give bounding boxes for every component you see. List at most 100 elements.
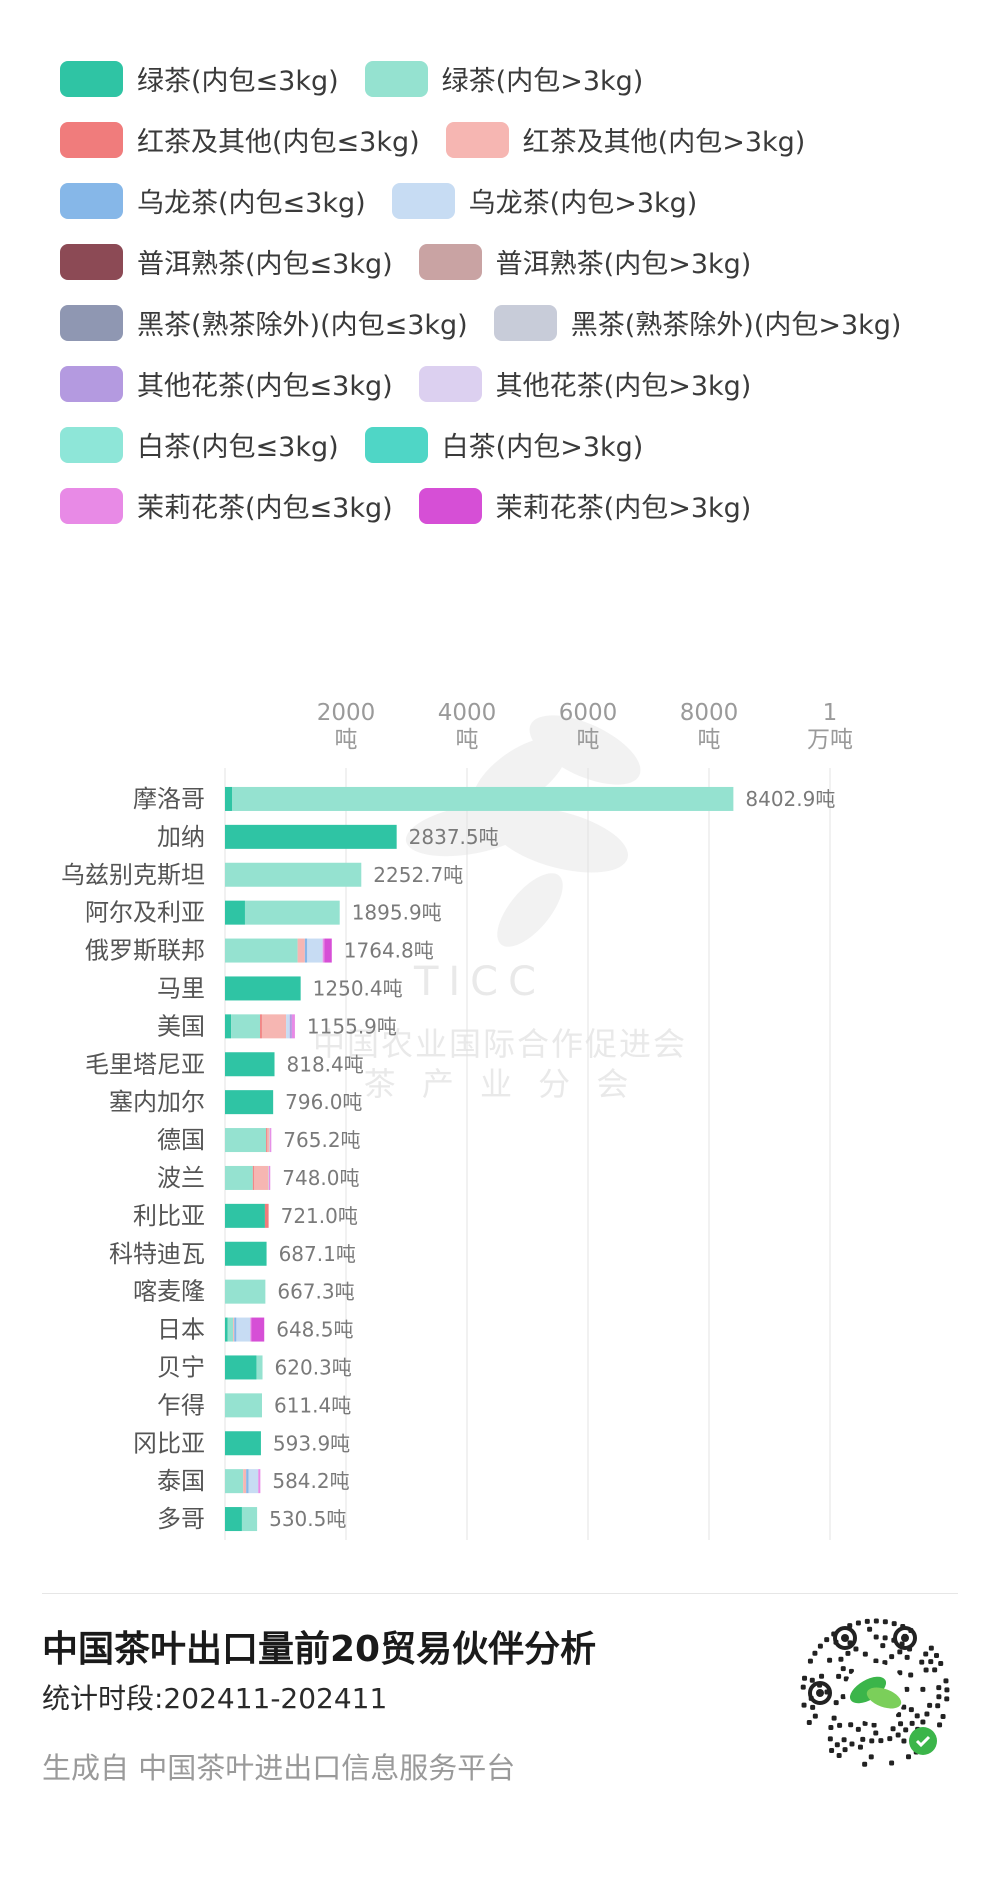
qr-dot bbox=[903, 1727, 909, 1733]
legend-item[interactable]: 茉莉花茶(内包≤3kg) bbox=[60, 486, 393, 525]
bar-segment[interactable] bbox=[307, 938, 323, 963]
bar-segment[interactable] bbox=[304, 938, 308, 963]
qr-dot bbox=[927, 1702, 933, 1708]
qr-dot bbox=[928, 1645, 934, 1651]
legend-item[interactable]: 绿茶(内包≤3kg) bbox=[60, 59, 339, 98]
qr-dot bbox=[924, 1711, 930, 1717]
bar-segment[interactable] bbox=[286, 1014, 290, 1039]
bar-segment[interactable] bbox=[264, 1203, 269, 1228]
bar-segment[interactable] bbox=[252, 1165, 254, 1190]
legend-item[interactable]: 其他花茶(内包≤3kg) bbox=[60, 364, 393, 403]
bar-segment[interactable] bbox=[225, 1203, 265, 1228]
footer-divider bbox=[42, 1593, 958, 1594]
qr-dot bbox=[806, 1719, 812, 1725]
bar-segment[interactable] bbox=[246, 1469, 249, 1494]
bar-segment[interactable] bbox=[267, 1128, 270, 1153]
bar-segment[interactable] bbox=[258, 1469, 261, 1494]
qr-dot bbox=[873, 1730, 879, 1736]
bar-segment[interactable] bbox=[297, 938, 305, 963]
legend-item[interactable]: 乌龙茶(内包>3kg) bbox=[391, 181, 697, 220]
bar-segment[interactable] bbox=[260, 1014, 262, 1039]
bar-segment[interactable] bbox=[269, 1165, 271, 1190]
qr-finder-center bbox=[816, 1689, 824, 1697]
category-label: 加纳 bbox=[157, 823, 205, 851]
qr-dot bbox=[889, 1760, 895, 1766]
x-tick-label: 1 bbox=[823, 700, 838, 726]
bar-segment[interactable] bbox=[225, 976, 301, 1001]
legend-item[interactable]: 普洱熟茶(内包≤3kg) bbox=[60, 242, 393, 281]
qr-dot bbox=[869, 1738, 875, 1744]
category-label: 毛里塔尼亚 bbox=[85, 1050, 205, 1078]
bar-segment[interactable] bbox=[225, 1355, 257, 1380]
bar-segment[interactable] bbox=[256, 1355, 263, 1380]
bar-segment[interactable] bbox=[225, 900, 245, 925]
legend-item[interactable]: 红茶及其他(内包≤3kg) bbox=[60, 120, 420, 159]
qr-dot bbox=[901, 1738, 907, 1744]
bar-segment[interactable] bbox=[243, 1469, 247, 1494]
bar-segment[interactable] bbox=[253, 1165, 269, 1190]
bar-segment[interactable] bbox=[244, 900, 340, 925]
bar-segment[interactable] bbox=[225, 1393, 262, 1418]
bar-value-label: 8402.9吨 bbox=[745, 787, 835, 811]
bar-segment[interactable] bbox=[225, 1090, 274, 1115]
qr-dot bbox=[895, 1732, 901, 1738]
bar-segment[interactable] bbox=[225, 938, 298, 963]
qr-dot bbox=[936, 1694, 942, 1700]
legend-item[interactable]: 白茶(内包≤3kg) bbox=[60, 425, 339, 464]
bar-segment[interactable] bbox=[266, 1128, 268, 1153]
bar-segment[interactable] bbox=[241, 1507, 258, 1532]
qr-dot bbox=[842, 1747, 848, 1753]
legend-item[interactable]: 白茶(内包>3kg) bbox=[364, 425, 643, 464]
bar-segment[interactable] bbox=[289, 1014, 292, 1039]
bar-segment[interactable] bbox=[225, 1128, 267, 1153]
bar-segment[interactable] bbox=[225, 1431, 261, 1456]
bar-segment[interactable] bbox=[225, 786, 233, 811]
bar-segment[interactable] bbox=[268, 1165, 270, 1190]
bar-segment[interactable] bbox=[236, 1317, 251, 1342]
bar-segment[interactable] bbox=[261, 1014, 287, 1039]
legend-item[interactable]: 乌龙茶(内包≤3kg) bbox=[60, 181, 366, 220]
bar-segment[interactable] bbox=[225, 1317, 228, 1342]
bar-segment[interactable] bbox=[225, 1507, 242, 1532]
legend-item[interactable]: 黑茶(熟茶除外)(内包>3kg) bbox=[493, 303, 901, 342]
bar-segment[interactable] bbox=[225, 1279, 266, 1304]
bar-segment[interactable] bbox=[231, 1014, 261, 1039]
bar-segment[interactable] bbox=[225, 824, 397, 849]
bar-segment[interactable] bbox=[324, 938, 332, 963]
bar-segment[interactable] bbox=[225, 1469, 244, 1494]
bar-segment[interactable] bbox=[322, 938, 325, 963]
bar-segment[interactable] bbox=[225, 1014, 232, 1039]
bar-segment[interactable] bbox=[270, 1128, 272, 1153]
legend-item[interactable]: 绿茶(内包>3kg) bbox=[364, 59, 643, 98]
category-label: 德国 bbox=[157, 1126, 205, 1154]
legend-label: 绿茶(内包≤3kg) bbox=[137, 66, 339, 97]
legend-label: 白茶(内包≤3kg) bbox=[137, 432, 339, 463]
legend-swatch bbox=[60, 182, 123, 219]
qr-dot bbox=[855, 1726, 861, 1732]
bar-segment[interactable] bbox=[225, 1241, 267, 1266]
bar-segment[interactable] bbox=[291, 1014, 295, 1039]
bar-segment[interactable] bbox=[233, 1317, 235, 1342]
qr-dot bbox=[933, 1653, 939, 1659]
bar-segment[interactable] bbox=[232, 786, 734, 811]
bar-segment[interactable] bbox=[250, 1317, 252, 1342]
qr-dot bbox=[889, 1654, 895, 1660]
bar-segment[interactable] bbox=[227, 1317, 234, 1342]
bar-segment[interactable] bbox=[269, 1128, 271, 1153]
legend-item[interactable]: 其他花茶(内包>3kg) bbox=[418, 364, 751, 403]
legend-item[interactable]: 茉莉花茶(内包>3kg) bbox=[418, 486, 751, 525]
bar-segment[interactable] bbox=[248, 1469, 259, 1494]
legend-item[interactable]: 红茶及其他(内包>3kg) bbox=[445, 120, 805, 159]
bar-segment[interactable] bbox=[225, 1052, 275, 1077]
qr-dot bbox=[840, 1694, 846, 1700]
bar-segment[interactable] bbox=[251, 1317, 265, 1342]
bar-segment[interactable] bbox=[225, 1165, 253, 1190]
bar-segment[interactable] bbox=[234, 1317, 237, 1342]
legend-item[interactable]: 黑茶(熟茶除外)(内包≤3kg) bbox=[60, 303, 468, 342]
qr-dot bbox=[909, 1720, 915, 1726]
bar-segment[interactable] bbox=[225, 862, 362, 887]
qr-code-icon[interactable] bbox=[790, 1608, 960, 1778]
qr-dot bbox=[819, 1673, 825, 1679]
legend-item[interactable]: 普洱熟茶(内包>3kg) bbox=[418, 242, 751, 281]
qr-dot bbox=[812, 1713, 818, 1719]
